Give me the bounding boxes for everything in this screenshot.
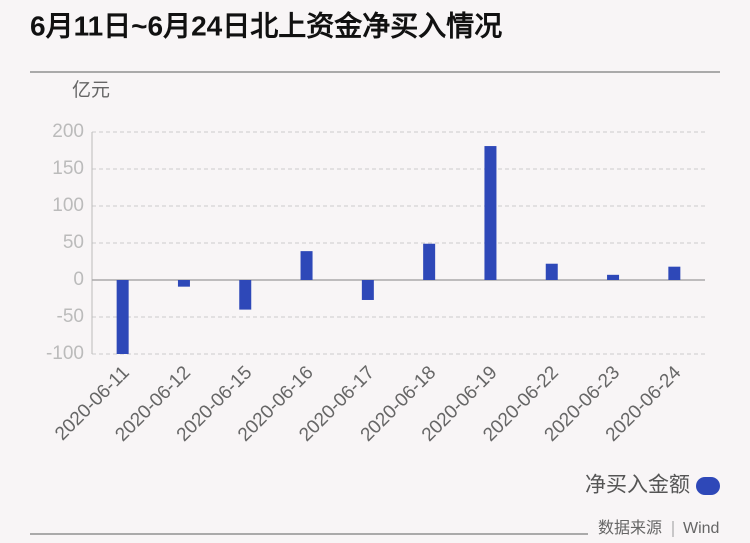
bar (668, 266, 681, 280)
y-tick-label: 0 (73, 269, 84, 290)
y-tick-label: -100 (46, 343, 84, 364)
source-label: 数据来源 (598, 519, 662, 537)
bar (545, 263, 558, 280)
source: Wind (683, 520, 719, 537)
bar (177, 280, 190, 287)
bar (607, 274, 620, 280)
bar (484, 146, 497, 280)
y-tick-label: 100 (52, 195, 84, 216)
bar (300, 251, 313, 280)
bar (361, 280, 374, 300)
y-tick-label: 200 (52, 121, 84, 142)
y-tick-label: 150 (52, 158, 84, 179)
bar (239, 280, 252, 310)
bar (116, 280, 129, 354)
bar (423, 243, 436, 280)
y-axis-label: 亿元 (72, 79, 110, 101)
legend-label: 净买入金额 (585, 474, 690, 497)
legend-marker (696, 477, 720, 495)
chart-title: 6月11日~6月24日北上资金净买入情况 (30, 9, 502, 41)
y-tick-label: 50 (63, 232, 84, 253)
y-tick-label: -50 (57, 306, 84, 327)
